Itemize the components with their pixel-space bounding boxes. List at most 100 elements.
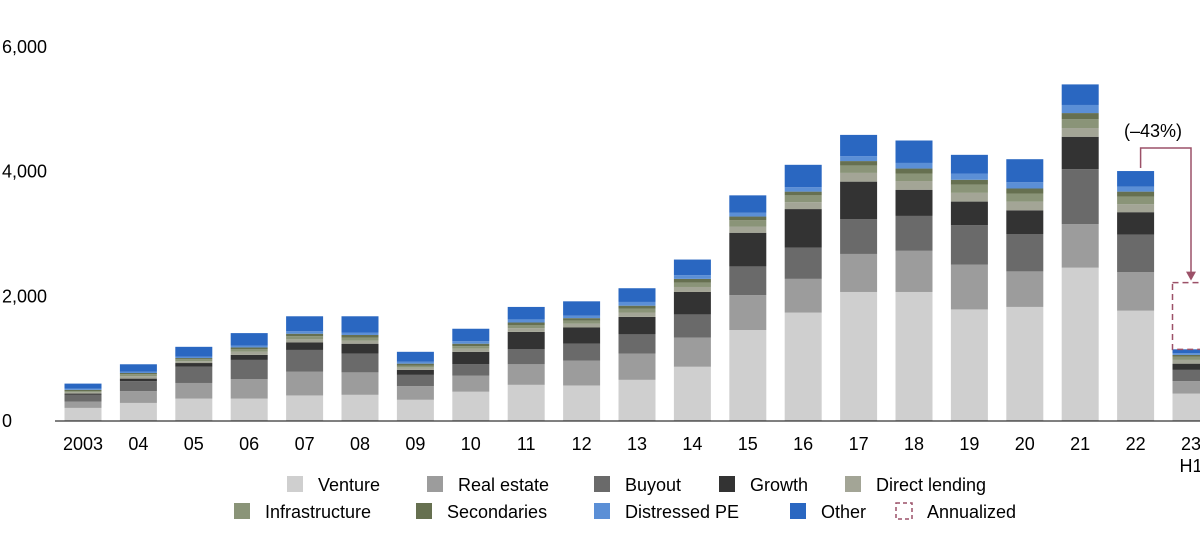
bar-segment	[950, 179, 988, 185]
x-tick-label: 11	[517, 434, 536, 454]
bar-segment	[1061, 169, 1099, 225]
bar-segment	[396, 374, 434, 387]
bar-segment	[507, 322, 545, 326]
bar-segment	[396, 369, 434, 375]
y-tick-label: 0	[2, 411, 12, 431]
bar-stack	[784, 164, 822, 421]
legend-swatch	[234, 503, 250, 519]
bar-segment	[286, 339, 324, 343]
legend-label: Direct lending	[876, 475, 986, 495]
bar-segment	[1172, 353, 1200, 355]
legend-label: Annualized	[927, 502, 1016, 522]
bar-segment	[1006, 188, 1044, 194]
legend-item: Direct lending	[845, 475, 986, 495]
x-tick-label: 05	[184, 434, 204, 454]
bar-segment	[119, 402, 157, 421]
bar-segment	[1006, 210, 1044, 234]
bar-segment	[563, 301, 601, 316]
legend-label: Real estate	[458, 475, 549, 495]
bar-segment	[618, 301, 656, 306]
bar-stack	[1006, 159, 1044, 421]
bar-segment	[396, 365, 434, 368]
bar-segment	[895, 168, 933, 174]
bar-segment	[1061, 128, 1099, 137]
bar-segment	[286, 342, 324, 350]
bar-segment	[618, 288, 656, 302]
bar-segment	[452, 328, 490, 342]
bar-segment	[119, 381, 157, 392]
bar-stack	[286, 316, 324, 421]
x-tick-label: 2003	[63, 434, 103, 454]
bar-segment	[230, 347, 268, 350]
bar-segment	[618, 353, 656, 380]
legend-label: Distressed PE	[625, 502, 739, 522]
legend-item: Real estate	[427, 475, 549, 495]
bar-segment	[563, 318, 601, 321]
bar-segment	[396, 363, 434, 366]
y-axis: 0 2,000 4,000 6,000	[2, 37, 47, 431]
bar-segment	[1006, 193, 1044, 202]
bar-segment	[507, 328, 545, 332]
bar-stack	[950, 154, 988, 421]
legend-label: Buyout	[625, 475, 681, 495]
bar-segment	[175, 366, 213, 383]
bar-segment	[341, 334, 379, 338]
bar-segment	[784, 247, 822, 279]
bar-segment	[673, 286, 711, 292]
bar-segment	[840, 253, 878, 292]
bar-segment	[341, 316, 379, 333]
bar-segment	[452, 348, 490, 352]
legend-item: Distressed PE	[594, 502, 739, 522]
bars	[64, 84, 1200, 421]
annualized-box	[1171, 281, 1200, 351]
bar-stack	[563, 301, 601, 421]
bar-segment	[1117, 196, 1155, 205]
bar-segment	[507, 364, 545, 385]
bar-segment	[1117, 212, 1155, 235]
bar-segment	[673, 314, 711, 338]
bar-segment	[729, 329, 767, 421]
bar-segment	[563, 385, 601, 421]
bar-segment	[1061, 104, 1099, 114]
bar-segment	[840, 134, 878, 157]
legend-label: Other	[821, 502, 866, 522]
bar-segment	[1006, 182, 1044, 189]
bar-segment	[175, 382, 213, 399]
bar-segment	[1172, 359, 1200, 364]
legend-label: Secondaries	[447, 502, 547, 522]
bar-segment	[618, 379, 656, 421]
x-tick-label: 09	[405, 434, 425, 454]
bar-stack	[618, 288, 656, 421]
bar-segment	[341, 372, 379, 395]
annualized-dashed-box	[1171, 281, 1200, 351]
bar-segment	[729, 212, 767, 217]
bar-segment	[341, 332, 379, 335]
bar-segment	[175, 358, 213, 360]
bar-segment	[673, 259, 711, 276]
bar-segment	[507, 306, 545, 320]
bar-segment	[1006, 159, 1044, 183]
annotation-arrowhead	[1186, 271, 1196, 281]
legend-swatch	[895, 502, 913, 520]
bar-segment	[452, 346, 490, 349]
annotation-label: (–43%)	[1124, 121, 1182, 141]
bar-segment	[950, 192, 988, 202]
bar-segment	[119, 371, 157, 374]
legend-swatch	[790, 503, 806, 519]
x-tick-label: 04	[128, 434, 148, 454]
bar-segment	[895, 189, 933, 216]
bar-segment	[1172, 356, 1200, 360]
bar-segment	[175, 361, 213, 364]
bar-stack	[729, 195, 767, 421]
bar-segment	[950, 225, 988, 265]
bar-segment	[452, 343, 490, 347]
bar-segment	[784, 202, 822, 210]
bar-segment	[341, 340, 379, 344]
bar-segment	[452, 364, 490, 376]
bar-segment	[64, 394, 102, 402]
x-tick-label: 22	[1126, 434, 1146, 454]
bar-segment	[1061, 119, 1099, 129]
bar-segment	[1172, 354, 1200, 357]
x-tick-label: 07	[295, 434, 315, 454]
bar-segment	[1117, 272, 1155, 311]
